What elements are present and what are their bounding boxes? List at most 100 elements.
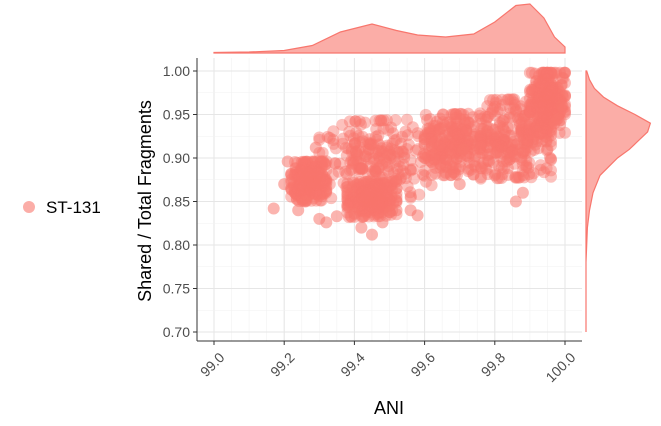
- data-point: [544, 86, 557, 99]
- data-point: [362, 136, 375, 149]
- data-point: [309, 170, 322, 183]
- data-point: [371, 177, 384, 190]
- data-point: [515, 127, 528, 139]
- data-point: [391, 162, 404, 175]
- data-point: [427, 157, 440, 170]
- data-point: [363, 152, 376, 165]
- data-point: [346, 180, 359, 193]
- data-point: [496, 121, 509, 134]
- data-point: [516, 146, 529, 159]
- data-point: [460, 125, 473, 138]
- data-point: [522, 128, 535, 141]
- data-point: [439, 166, 452, 179]
- data-point: [523, 92, 536, 105]
- data-point: [318, 175, 331, 188]
- data-point: [388, 150, 401, 163]
- data-point: [549, 82, 562, 95]
- data-point: [371, 196, 384, 209]
- data-point: [450, 120, 463, 133]
- data-point: [537, 105, 550, 118]
- data-point: [320, 183, 333, 196]
- data-point: [510, 171, 523, 184]
- data-point: [447, 151, 460, 163]
- data-point: [317, 155, 330, 168]
- data-point: [355, 194, 368, 207]
- data-point: [474, 137, 487, 150]
- data-point: [362, 195, 375, 208]
- data-point: [310, 179, 323, 192]
- data-point: [542, 79, 555, 92]
- data-point: [545, 164, 557, 177]
- data-point: [406, 121, 419, 134]
- data-point: [512, 171, 525, 184]
- data-point: [428, 147, 441, 160]
- data-point: [395, 171, 408, 184]
- data-point: [536, 77, 549, 90]
- data-point: [454, 128, 467, 141]
- data-point: [361, 205, 374, 218]
- data-point: [369, 191, 382, 204]
- data-point: [373, 180, 386, 193]
- data-point: [542, 66, 555, 79]
- data-point: [358, 209, 371, 222]
- data-point: [539, 123, 552, 136]
- data-point: [434, 149, 447, 162]
- data-point: [344, 156, 357, 169]
- data-point: [307, 177, 320, 190]
- data-point: [491, 105, 504, 118]
- data-point: [512, 143, 525, 156]
- data-point: [373, 200, 386, 213]
- data-point: [361, 191, 374, 203]
- data-point: [545, 92, 557, 105]
- data-point: [432, 123, 445, 136]
- data-point: [506, 144, 519, 156]
- data-point: [380, 196, 393, 209]
- data-point: [476, 162, 489, 175]
- data-point: [418, 133, 431, 145]
- data-point: [362, 148, 374, 160]
- data-point: [364, 174, 377, 187]
- data-point: [352, 155, 364, 168]
- data-point: [380, 114, 393, 127]
- data-point: [353, 191, 366, 203]
- data-point: [447, 108, 460, 121]
- data-point: [375, 184, 388, 197]
- data-point: [531, 111, 544, 124]
- data-point: [375, 194, 388, 207]
- data-point: [534, 115, 547, 128]
- data-point: [384, 180, 397, 193]
- data-point: [454, 107, 466, 120]
- data-point: [347, 132, 360, 145]
- data-point: [291, 179, 304, 192]
- data-point: [363, 186, 375, 199]
- data-point: [372, 161, 385, 174]
- data-point: [431, 143, 444, 156]
- data-point: [404, 186, 417, 199]
- data-point: [481, 141, 494, 154]
- data-point: [524, 106, 537, 119]
- data-point: [288, 179, 301, 192]
- data-point: [430, 124, 443, 137]
- data-point: [309, 170, 322, 183]
- data-point: [352, 196, 365, 209]
- data-point: [295, 170, 308, 183]
- data-point: [473, 109, 486, 122]
- data-point: [449, 168, 462, 180]
- data-point: [381, 185, 394, 198]
- data-point: [345, 187, 358, 199]
- data-point: [531, 101, 543, 114]
- data-point: [418, 147, 431, 160]
- data-point: [481, 154, 494, 167]
- data-point: [369, 197, 382, 210]
- data-point: [498, 113, 511, 126]
- data-point: [540, 88, 553, 101]
- data-point: [520, 159, 533, 172]
- data-point: [528, 143, 541, 156]
- data-point: [545, 152, 557, 165]
- data-point: [302, 166, 315, 179]
- data-point: [538, 99, 550, 111]
- data-point: [362, 200, 375, 213]
- data-point: [515, 124, 528, 137]
- right-marginal-density: [585, 70, 652, 332]
- data-point: [365, 201, 378, 214]
